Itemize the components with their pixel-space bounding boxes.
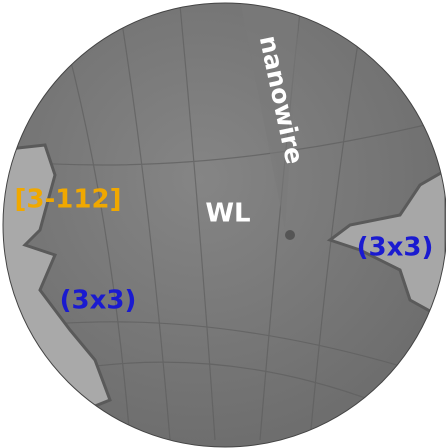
reconstruction-label: (3x3) (60, 286, 137, 316)
defect (285, 230, 295, 240)
reconstruction-label: (3x3) (357, 233, 434, 263)
wl-label: WL (205, 199, 250, 229)
direction-label: [3-112] (15, 185, 122, 215)
page: nanowire [3-112] WL (3x3) (3x3) (() => {… (0, 0, 446, 448)
micrograph: nanowire [3-112] WL (3x3) (3x3) (0, 0, 446, 448)
